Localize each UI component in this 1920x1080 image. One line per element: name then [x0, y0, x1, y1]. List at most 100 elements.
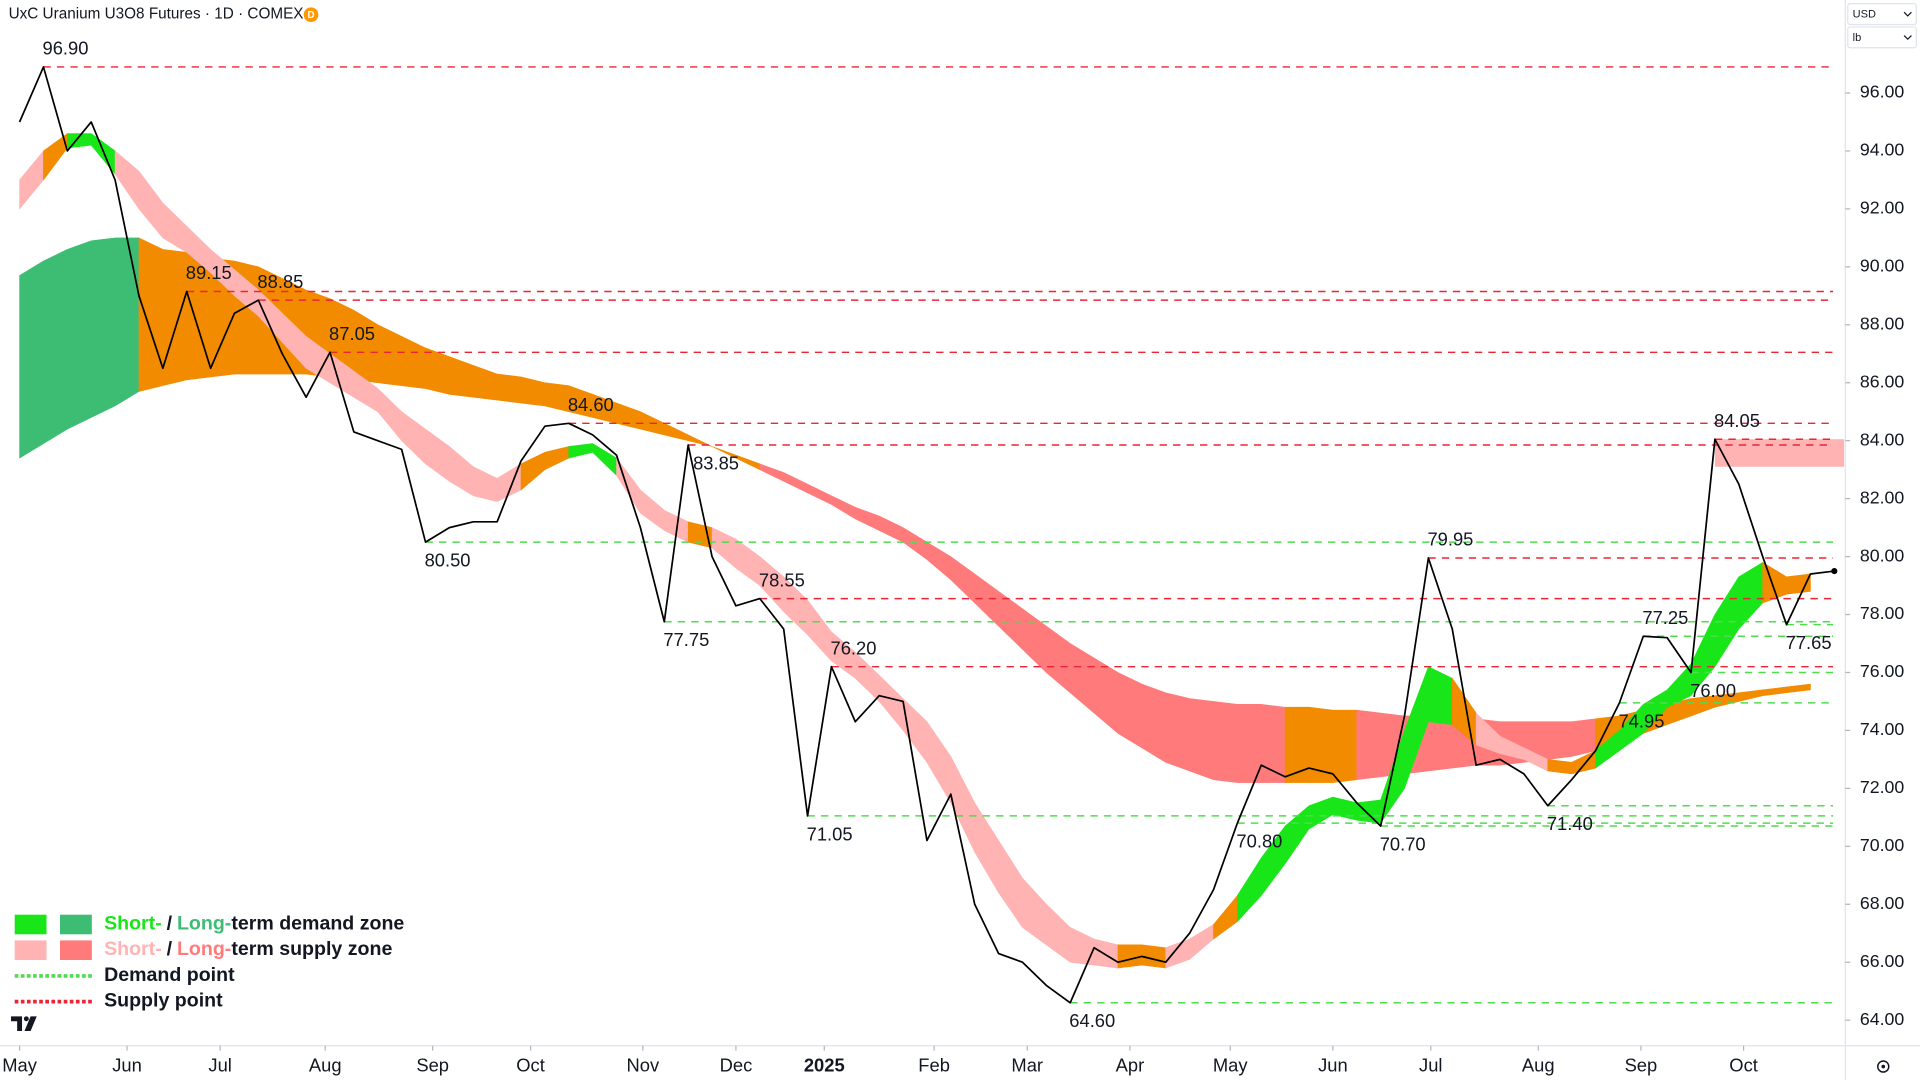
short-term-zone [19, 150, 44, 210]
y-tick-label: 92.00 [1860, 198, 1905, 218]
price-annotation: 96.90 [43, 38, 89, 59]
legend-text-part: / [167, 913, 173, 935]
price-annotation: 84.60 [568, 394, 614, 415]
price-annotation: 87.05 [329, 323, 375, 344]
short-term-zone [1237, 666, 1453, 923]
y-tick-label: 94.00 [1860, 140, 1905, 160]
last-price-dot [1831, 568, 1838, 575]
legend-swatch [60, 914, 92, 935]
x-tick-label: Oct [1729, 1054, 1758, 1075]
x-tick-label: Jun [112, 1054, 142, 1075]
x-tick-label: Dec [720, 1054, 753, 1075]
legend-label: Short- / Long-term supply zone [104, 938, 392, 960]
currency[interactable]: USD [1853, 9, 1876, 21]
x-tick-label: Jul [208, 1054, 231, 1075]
unit-controls: USD lb [1847, 3, 1917, 49]
x-tick-label: Feb [918, 1054, 950, 1075]
short-term-zone [520, 446, 570, 491]
price-annotation: 70.80 [1236, 831, 1282, 852]
legend-swatch [14, 914, 47, 935]
y-tick-label: 90.00 [1860, 256, 1905, 276]
y-tick-label: 96.00 [1860, 82, 1905, 102]
price-annotation: 70.70 [1380, 833, 1426, 854]
settings-icon[interactable] [1877, 1060, 1890, 1073]
unit-box[interactable] [1847, 26, 1917, 49]
price-annotation: 88.85 [257, 271, 303, 292]
x-tick-label: May [2, 1054, 38, 1075]
logo-dot [23, 1016, 29, 1022]
legend-text-part: Demand point [104, 964, 235, 986]
logo-mark [11, 1016, 37, 1032]
y-tick-label: 68.00 [1860, 893, 1905, 913]
unit[interactable]: lb [1853, 32, 1862, 44]
y-tick-label: 76.00 [1860, 661, 1905, 681]
y-tick-label: 64.00 [1860, 1009, 1905, 1029]
supply-zone-box [1714, 439, 1845, 467]
legend-text-part: Short- [104, 913, 162, 935]
long-term-zone [759, 463, 1286, 783]
y-tick-label: 72.00 [1860, 777, 1905, 797]
settings-icon-center [1881, 1064, 1886, 1069]
x-tick-label: Apr [1116, 1054, 1145, 1075]
x-tick-label: Sep [1625, 1054, 1658, 1075]
settings[interactable] [1877, 1060, 1890, 1073]
legend-text-part: term demand zone [231, 913, 404, 935]
price-annotation: 76.20 [831, 637, 877, 658]
price-annotation: 89.15 [186, 262, 232, 283]
price-annotation: 78.55 [759, 569, 805, 590]
legend-text-part: Supply point [104, 990, 223, 1012]
x-tick-label: May [1213, 1054, 1249, 1075]
legend-text-part: / [167, 938, 173, 960]
price-line [18, 66, 1835, 1004]
x-tick-label: Aug [1522, 1054, 1555, 1075]
chevron [1903, 35, 1912, 41]
price-annotation: 77.25 [1642, 607, 1688, 628]
price-annotation: 64.60 [1069, 1010, 1115, 1031]
short-term-zone [1762, 561, 1811, 604]
plot-area: 96.90 89.15 88.85 87.05 80.50 84.60 77.75 83.85… [18, 38, 1845, 1031]
short-term-zone [1165, 923, 1214, 969]
price-annotation: 80.50 [425, 550, 471, 571]
short-term-zone [687, 521, 713, 549]
legend-label: Demand point [104, 964, 235, 986]
long-term-zone [19, 237, 140, 459]
legend-text-part: Long- [177, 913, 231, 935]
price-annotation: 71.40 [1547, 813, 1593, 834]
legend-swatch [14, 940, 47, 960]
x-tick-label: Aug [309, 1054, 342, 1075]
y-tick-label: 74.00 [1860, 719, 1905, 739]
legend-label: Short- / Long-term demand zone [104, 913, 404, 935]
y-tick-label: 66.00 [1860, 951, 1905, 971]
currency-box[interactable] [1847, 3, 1917, 26]
short-term-zone [1595, 561, 1763, 769]
price-annotation: 77.65 [1786, 632, 1832, 653]
x-tick-label: Jun [1318, 1054, 1348, 1075]
price-annotation: 77.75 [663, 629, 709, 650]
logo [11, 1016, 37, 1032]
legend-text-part: Long- [177, 938, 231, 960]
legend-text-part: Short- [104, 938, 162, 960]
x-tick-label: 2025 [804, 1054, 845, 1075]
short-term-zone [711, 527, 1119, 969]
price-annotation: 71.05 [807, 823, 853, 844]
legend-label: Supply point [104, 990, 223, 1012]
header: UxC Uranium U3O8 Futures · 1D · COMEX D [9, 6, 319, 23]
price-annotation: 76.00 [1690, 680, 1736, 701]
x-tick-label: Nov [626, 1054, 659, 1075]
x-tick-label: Mar [1011, 1054, 1043, 1075]
x-tick-label: Oct [516, 1054, 545, 1075]
badge [303, 7, 319, 23]
price-annotation: 79.95 [1427, 529, 1473, 550]
y-tick-label: 86.00 [1860, 371, 1905, 391]
legend-text-part: term supply zone [231, 938, 392, 960]
x-tick-label: Sep [416, 1054, 449, 1075]
y-tick-label: 80.00 [1860, 545, 1905, 565]
x-tick-label: Jul [1419, 1054, 1442, 1075]
y-tick-label: 78.00 [1860, 603, 1905, 623]
short-term-zone [1213, 894, 1238, 940]
price-annotation: 84.05 [1714, 410, 1760, 431]
price-annotation: 74.95 [1618, 710, 1664, 731]
